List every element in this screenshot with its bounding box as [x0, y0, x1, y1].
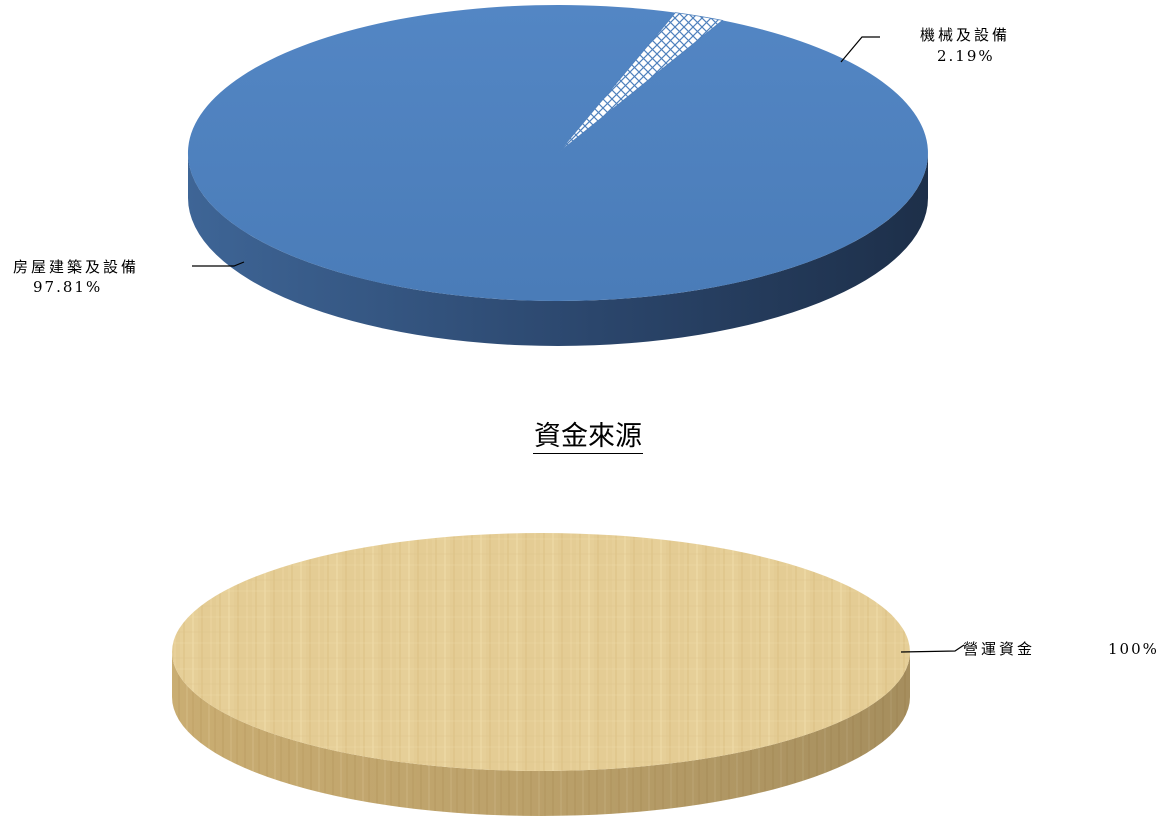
pie2-label-operating-capital: 營運資金: [963, 640, 1035, 658]
section-title: 資金來源: [0, 414, 1176, 454]
section-title-text: 資金來源: [533, 421, 643, 454]
pie2-value-operating-capital: 100%: [1108, 640, 1159, 658]
pie1-value-machinery: 2.19%: [937, 47, 995, 65]
pie-chart-1: 機械及設備 2.19% 房屋建築及設備 97.81%: [13, 4, 1010, 346]
pie1-slice-machinery: [557, 12, 724, 154]
pie-chart-2: 營運資金 100%: [172, 533, 1159, 816]
pie1-side-wall: [188, 153, 928, 346]
pie1-leader-building: [192, 261, 245, 267]
pie2-side-shade: [172, 652, 910, 816]
pie1-value-building: 97.81%: [33, 278, 102, 296]
pie1-label-building: 房屋建築及設備: [13, 258, 139, 276]
pie1-leader-machinery: [840, 36, 880, 63]
pie1-label-machinery: 機械及設備: [920, 26, 1010, 44]
pie2-leader-operating-capital: [900, 644, 965, 653]
pie2-slice-operating-capital: [172, 533, 910, 771]
